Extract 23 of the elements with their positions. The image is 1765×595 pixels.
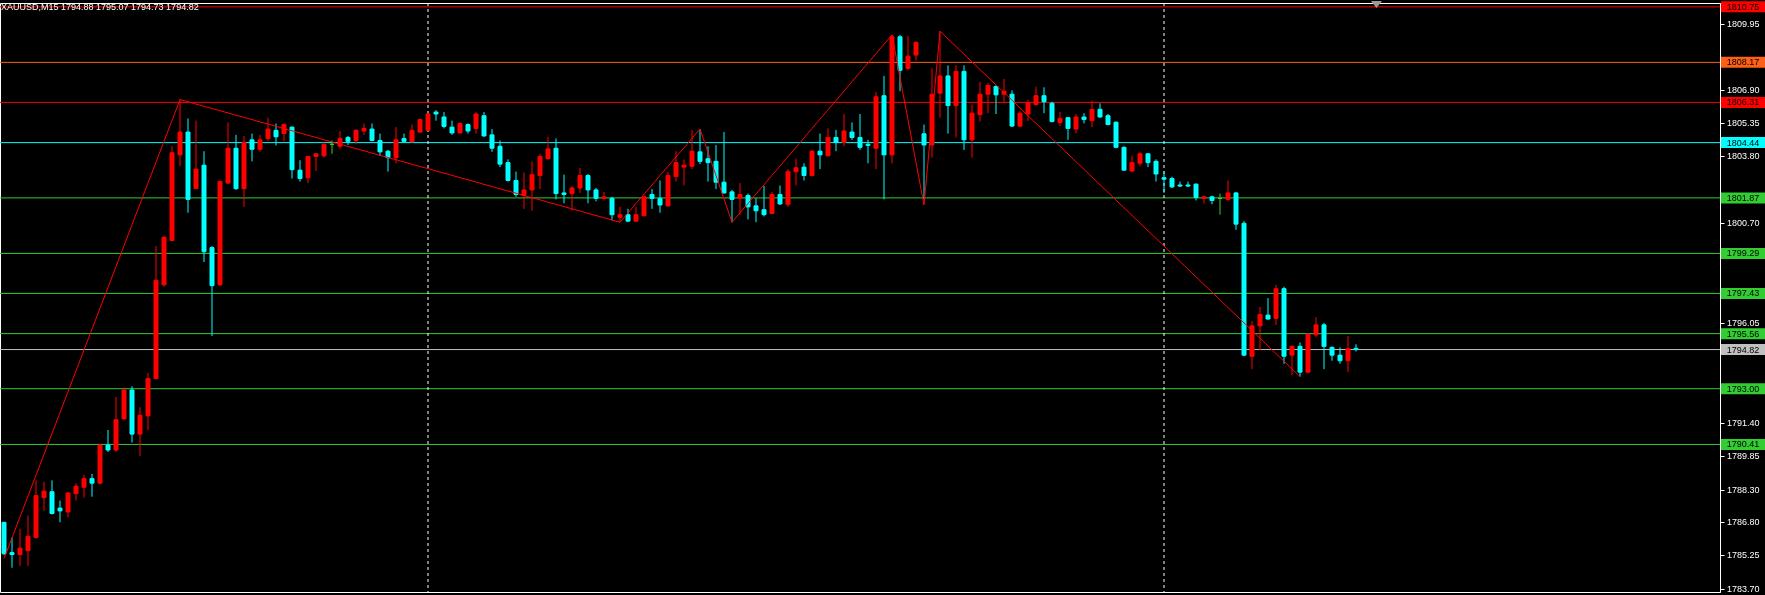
y-tick-label: 1809.95	[1727, 19, 1760, 30]
y-tick-label: 1786.80	[1727, 517, 1760, 528]
ref-line-label: 1806.31	[1726, 97, 1760, 108]
ref-line-label: 1794.82	[1726, 344, 1760, 355]
y-tick-label: 1783.70	[1727, 583, 1760, 594]
ref-line-label: 1810.75	[1726, 1, 1760, 12]
ref-line-label: 1799.29	[1726, 248, 1760, 259]
ref-line-label: 1801.87	[1726, 192, 1760, 203]
y-tick-label: 1785.25	[1727, 550, 1760, 561]
ref-line-label: 1790.41	[1726, 439, 1760, 450]
ref-line-label: 1795.56	[1726, 328, 1760, 339]
y-tick-label: 1805.35	[1727, 118, 1760, 129]
ref-line-label: 1793.00	[1726, 383, 1760, 394]
y-tick-label: 1796.05	[1727, 318, 1760, 329]
y-tick-label: 1803.80	[1727, 151, 1760, 162]
y-tick-label: 1800.70	[1727, 218, 1760, 229]
y-tick-label: 1789.85	[1727, 451, 1760, 462]
y-tick-label: 1806.90	[1727, 84, 1760, 95]
y-tick-label: 1791.40	[1727, 418, 1760, 429]
y-tick-label: 1788.30	[1727, 484, 1760, 495]
ref-line-label: 1804.44	[1726, 137, 1760, 148]
ref-line-label: 1808.17	[1726, 57, 1760, 68]
ref-line-label: 1797.43	[1726, 288, 1760, 299]
